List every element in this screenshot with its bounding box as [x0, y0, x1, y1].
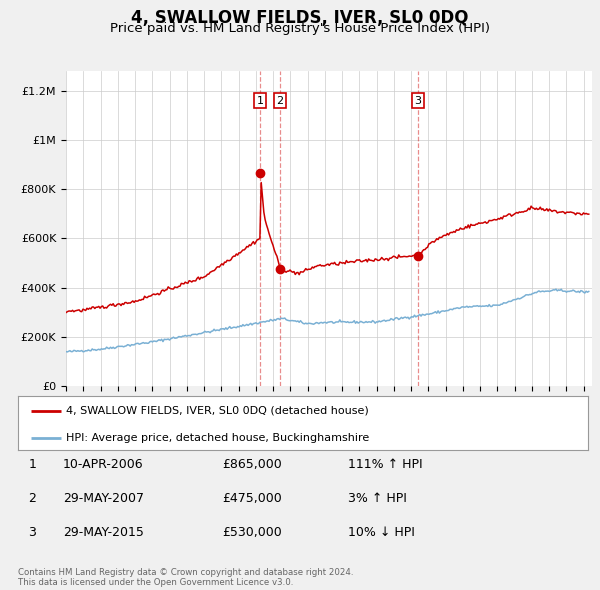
- Text: 4, SWALLOW FIELDS, IVER, SL0 0DQ: 4, SWALLOW FIELDS, IVER, SL0 0DQ: [131, 9, 469, 27]
- Text: £865,000: £865,000: [222, 458, 282, 471]
- Text: 3: 3: [28, 526, 37, 539]
- Text: Contains HM Land Registry data © Crown copyright and database right 2024.
This d: Contains HM Land Registry data © Crown c…: [18, 568, 353, 587]
- Text: 1: 1: [257, 96, 264, 106]
- Text: £530,000: £530,000: [222, 526, 282, 539]
- Text: £475,000: £475,000: [222, 492, 282, 505]
- Text: 3% ↑ HPI: 3% ↑ HPI: [348, 492, 407, 505]
- Text: 2: 2: [28, 492, 37, 505]
- Text: 111% ↑ HPI: 111% ↑ HPI: [348, 458, 422, 471]
- Text: 2: 2: [277, 96, 284, 106]
- Text: 10% ↓ HPI: 10% ↓ HPI: [348, 526, 415, 539]
- Text: 29-MAY-2007: 29-MAY-2007: [63, 492, 144, 505]
- Text: HPI: Average price, detached house, Buckinghamshire: HPI: Average price, detached house, Buck…: [67, 433, 370, 443]
- Text: 1: 1: [28, 458, 37, 471]
- Text: 10-APR-2006: 10-APR-2006: [63, 458, 143, 471]
- Text: 4, SWALLOW FIELDS, IVER, SL0 0DQ (detached house): 4, SWALLOW FIELDS, IVER, SL0 0DQ (detach…: [67, 406, 369, 416]
- Text: 3: 3: [415, 96, 422, 106]
- Text: Price paid vs. HM Land Registry's House Price Index (HPI): Price paid vs. HM Land Registry's House …: [110, 22, 490, 35]
- Text: 29-MAY-2015: 29-MAY-2015: [63, 526, 144, 539]
